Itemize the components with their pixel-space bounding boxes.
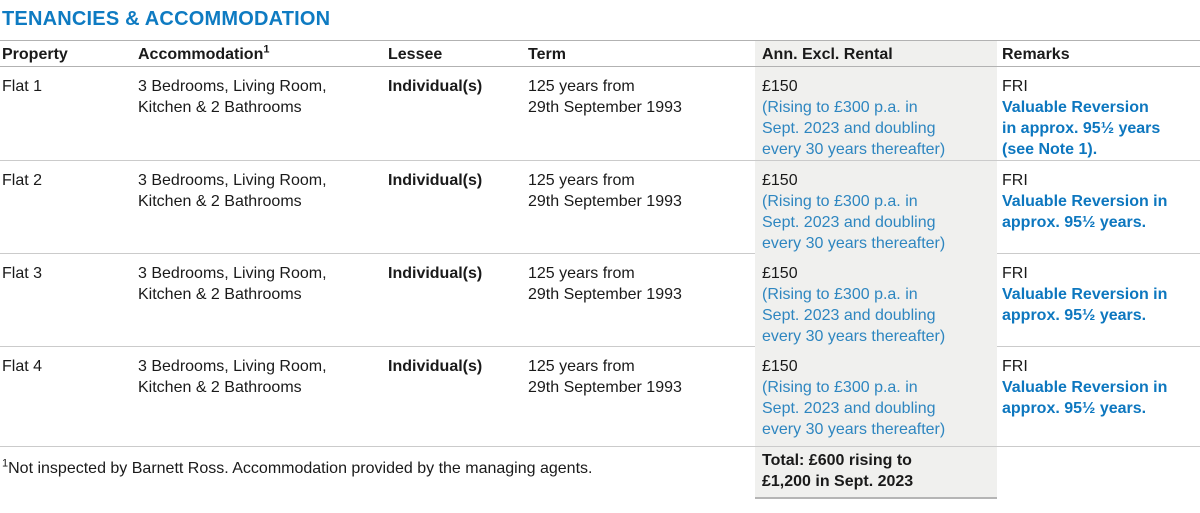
cell-term: 125 years from 29th September 1993 [528, 67, 755, 160]
cell-lessee: Individual(s) [388, 265, 483, 282]
rent-note-line: Sept. 2023 and doubling [762, 120, 936, 137]
rent-note-line: (Rising to £300 p.a. in [762, 99, 918, 116]
accommodation-line: Kitchen & 2 Bathrooms [138, 379, 302, 396]
rent-note-line: every 30 years thereafter) [762, 421, 946, 438]
table-row-flat-4: Flat 4 3 Bedrooms, Living Room, Kitchen … [0, 346, 1200, 446]
remarks-note-line: (see Note 1). [1002, 141, 1098, 158]
term-line: 125 years from [528, 78, 635, 95]
cell-accommodation: 3 Bedrooms, Living Room, Kitchen & 2 Bat… [138, 67, 388, 160]
col-header-accommodation: Accommodation1 [138, 41, 388, 66]
rent-note-line: (Rising to £300 p.a. in [762, 286, 918, 303]
term-line: 125 years from [528, 358, 635, 375]
accommodation-line: Kitchen & 2 Bathrooms [138, 99, 302, 116]
footnote-text: Not inspected by Barnett Ross. Accommoda… [8, 460, 593, 477]
col-header-lessee: Lessee [388, 46, 443, 63]
term-line: 29th September 1993 [528, 286, 682, 303]
table-footer-row: 1Not inspected by Barnett Ross. Accommod… [0, 446, 1200, 499]
accommodation-line: Kitchen & 2 Bathrooms [138, 193, 302, 210]
remarks-note-line: in approx. 95½ years [1002, 120, 1161, 137]
table-row-flat-1: Flat 1 3 Bedrooms, Living Room, Kitchen … [0, 67, 1200, 160]
rent-note-line: (Rising to £300 p.a. in [762, 379, 918, 396]
footnote-marker: 1 [263, 43, 270, 56]
table-row-flat-2: Flat 2 3 Bedrooms, Living Room, Kitchen … [0, 160, 1200, 254]
remarks-tenure: FRI [1002, 78, 1028, 95]
accommodation-line: 3 Bedrooms, Living Room, [138, 78, 327, 95]
accommodation-line: 3 Bedrooms, Living Room, [138, 265, 327, 282]
rent-note-line: Sept. 2023 and doubling [762, 307, 936, 324]
cell-rental: £150 (Rising to £300 p.a. in Sept. 2023 … [755, 161, 997, 254]
col-header-term: Term [528, 46, 566, 63]
cell-property: Flat 3 [2, 265, 43, 282]
rent-note-line: every 30 years thereafter) [762, 141, 946, 158]
table-header-row: Property Accommodation1 Lessee Term Ann.… [0, 40, 1200, 67]
col-header-remarks: Remarks [1002, 46, 1070, 63]
cell-term: 125 years from 29th September 1993 [528, 347, 755, 446]
page-title: TENANCIES & ACCOMMODATION [2, 8, 331, 30]
cell-remarks: FRI Valuable Reversion in approx. 95½ ye… [997, 67, 1200, 160]
col-header-rental: Ann. Excl. Rental [755, 41, 997, 66]
tenancies-page: TENANCIES & ACCOMMODATION Property Accom… [0, 7, 1200, 499]
rental-total-line: £1,200 in Sept. 2023 [762, 473, 914, 490]
remarks-note-line: Valuable Reversion in [1002, 286, 1168, 303]
footnote-marker: 1 [2, 457, 9, 470]
term-line: 29th September 1993 [528, 379, 682, 396]
cell-rental: £150 (Rising to £300 p.a. in Sept. 2023 … [755, 347, 997, 446]
footer-empty-cell [997, 447, 1200, 499]
cell-accommodation: 3 Bedrooms, Living Room, Kitchen & 2 Bat… [138, 161, 388, 254]
cell-lessee: Individual(s) [388, 78, 483, 95]
rent-amount: £150 [762, 358, 798, 375]
term-line: 29th September 1993 [528, 193, 682, 210]
cell-rental: £150 (Rising to £300 p.a. in Sept. 2023 … [755, 254, 997, 347]
accommodation-line: Kitchen & 2 Bathrooms [138, 286, 302, 303]
cell-property: Flat 4 [2, 358, 43, 375]
cell-remarks: FRI Valuable Reversion in approx. 95½ ye… [997, 161, 1200, 254]
cell-rental: £150 (Rising to £300 p.a. in Sept. 2023 … [755, 67, 997, 160]
rent-note-line: every 30 years thereafter) [762, 328, 946, 345]
rental-total-cell: Total: £600 rising to £1,200 in Sept. 20… [755, 447, 997, 499]
col-header-accommodation-label: Accommodation [138, 46, 264, 63]
cell-property: Flat 2 [2, 172, 43, 189]
rent-note-line: Sept. 2023 and doubling [762, 214, 936, 231]
cell-accommodation: 3 Bedrooms, Living Room, Kitchen & 2 Bat… [138, 254, 388, 347]
remarks-note-line: Valuable Reversion [1002, 99, 1149, 116]
cell-remarks: FRI Valuable Reversion in approx. 95½ ye… [997, 347, 1200, 446]
term-line: 125 years from [528, 265, 635, 282]
rental-total-line: Total: £600 rising to [762, 452, 912, 469]
cell-lessee: Individual(s) [388, 172, 483, 189]
rent-note-line: every 30 years thereafter) [762, 235, 946, 252]
cell-remarks: FRI Valuable Reversion in approx. 95½ ye… [997, 254, 1200, 347]
remarks-note-line: Valuable Reversion in [1002, 193, 1168, 210]
rent-amount: £150 [762, 78, 798, 95]
remarks-note-line: approx. 95½ years. [1002, 214, 1147, 231]
rent-amount: £150 [762, 172, 798, 189]
term-line: 29th September 1993 [528, 99, 682, 116]
remarks-tenure: FRI [1002, 172, 1028, 189]
cell-lessee: Individual(s) [388, 358, 483, 375]
cell-property: Flat 1 [2, 78, 43, 95]
table-footnote: 1Not inspected by Barnett Ross. Accommod… [0, 447, 755, 499]
rent-note-line: Sept. 2023 and doubling [762, 400, 936, 417]
tenancies-table: Property Accommodation1 Lessee Term Ann.… [0, 40, 1200, 499]
accommodation-line: 3 Bedrooms, Living Room, [138, 172, 327, 189]
term-line: 125 years from [528, 172, 635, 189]
cell-accommodation: 3 Bedrooms, Living Room, Kitchen & 2 Bat… [138, 347, 388, 446]
remarks-tenure: FRI [1002, 265, 1028, 282]
remarks-tenure: FRI [1002, 358, 1028, 375]
remarks-note-line: Valuable Reversion in [1002, 379, 1168, 396]
table-row-flat-3: Flat 3 3 Bedrooms, Living Room, Kitchen … [0, 253, 1200, 347]
rent-amount: £150 [762, 265, 798, 282]
cell-term: 125 years from 29th September 1993 [528, 161, 755, 254]
remarks-note-line: approx. 95½ years. [1002, 400, 1147, 417]
accommodation-line: 3 Bedrooms, Living Room, [138, 358, 327, 375]
remarks-note-line: approx. 95½ years. [1002, 307, 1147, 324]
cell-term: 125 years from 29th September 1993 [528, 254, 755, 347]
col-header-property: Property [2, 46, 68, 63]
rent-note-line: (Rising to £300 p.a. in [762, 193, 918, 210]
